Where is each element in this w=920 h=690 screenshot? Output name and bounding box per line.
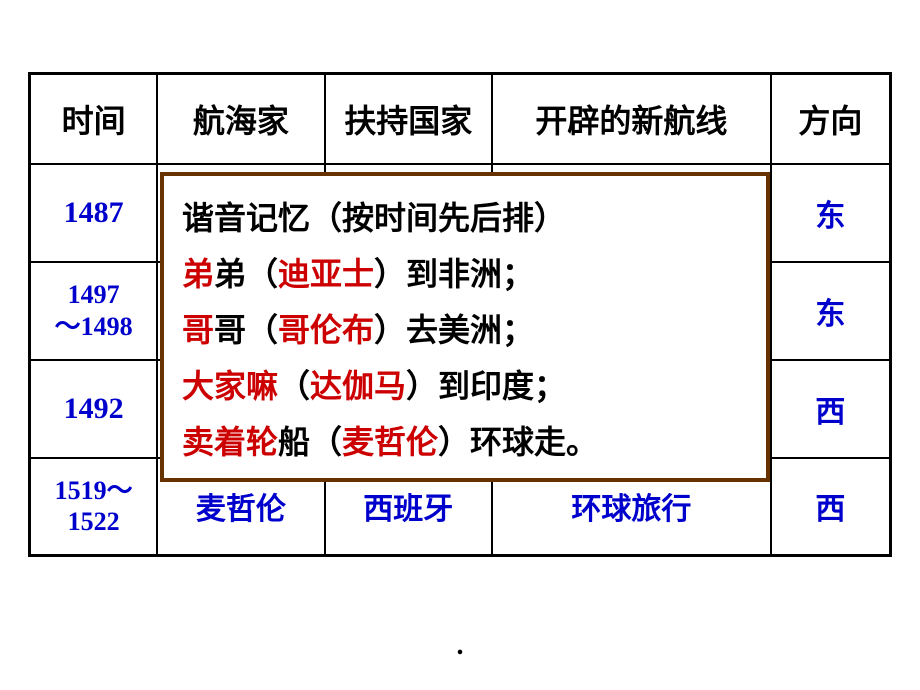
red-text: 麦哲伦 <box>342 424 438 460</box>
plain-text: （ <box>278 368 310 404</box>
cell-time: 1497 ～1498 <box>30 262 158 360</box>
header-direction: 方向 <box>771 74 891 164</box>
time-bottom: 1522 <box>31 506 156 537</box>
cell-direction: 西 <box>771 360 891 458</box>
red-text: 哥 <box>182 312 214 348</box>
plain-text: ）到非洲； <box>374 256 534 292</box>
header-navigator: 航海家 <box>157 74 324 164</box>
plain-text: 弟（ <box>214 256 278 292</box>
plain-text: 船（ <box>278 424 342 460</box>
mnemonic-line: 哥哥（哥伦布）去美洲； <box>182 302 748 358</box>
red-text: 迪亚士 <box>278 256 374 292</box>
header-time: 时间 <box>30 74 158 164</box>
cell-direction: 东 <box>771 262 891 360</box>
plain-text: ）到印度； <box>406 368 566 404</box>
red-text: 卖着轮 <box>182 424 278 460</box>
red-text: 哥伦布 <box>278 312 374 348</box>
mnemonic-line: 大家嘛（达伽马）到印度； <box>182 358 748 414</box>
plain-text: 哥（ <box>214 312 278 348</box>
time-bottom: ～1498 <box>31 311 156 342</box>
mnemonic-title: 谐音记忆（按时间先后排） <box>182 190 748 246</box>
header-country: 扶持国家 <box>325 74 492 164</box>
mnemonic-line: 卖着轮船（麦哲伦）环球走。 <box>182 414 748 470</box>
red-text: 大家嘛 <box>182 368 278 404</box>
cell-time: 1487 <box>30 164 158 262</box>
time-top: 1497 <box>31 279 156 310</box>
plain-text: ）去美洲； <box>374 312 534 348</box>
cell-time: 1492 <box>30 360 158 458</box>
cell-direction: 东 <box>771 164 891 262</box>
red-text: 弟 <box>182 256 214 292</box>
table-header-row: 时间 航海家 扶持国家 开辟的新航线 方向 <box>30 74 891 164</box>
red-text: 达伽马 <box>310 368 406 404</box>
cell-direction: 西 <box>771 458 891 556</box>
header-route: 开辟的新航线 <box>492 74 771 164</box>
time-top: 1519～ <box>31 475 156 506</box>
mnemonic-overlay-box: 谐音记忆（按时间先后排） 弟弟（迪亚士）到非洲； 哥哥（哥伦布）去美洲； 大家嘛… <box>160 172 770 482</box>
mnemonic-line: 弟弟（迪亚士）到非洲； <box>182 246 748 302</box>
plain-text: ）环球走。 <box>438 424 598 460</box>
page-dot: . <box>457 630 464 662</box>
cell-time: 1519～ 1522 <box>30 458 158 556</box>
